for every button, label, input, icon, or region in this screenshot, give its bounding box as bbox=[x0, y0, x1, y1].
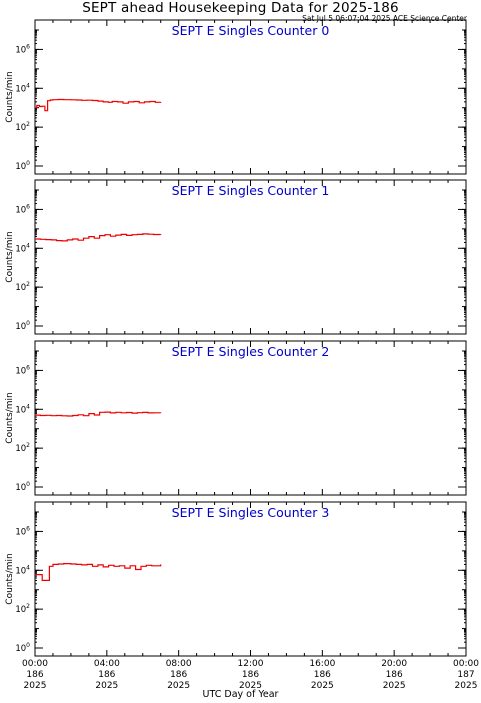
x-tick-time: 16:00 bbox=[309, 659, 335, 669]
x-tick-year: 2025 bbox=[95, 681, 118, 691]
y-tick-label: 104 bbox=[15, 403, 30, 415]
y-axis-label: Counts/min bbox=[5, 71, 15, 122]
x-tick-year: 2025 bbox=[311, 681, 334, 691]
y-tick-label: 102 bbox=[15, 281, 30, 293]
panel-title: SEPT E Singles Counter 1 bbox=[172, 183, 330, 198]
x-tick-doy: 186 bbox=[314, 670, 331, 680]
x-tick-doy: 186 bbox=[242, 670, 259, 680]
x-tick-time: 20:00 bbox=[381, 659, 407, 669]
y-tick-label: 106 bbox=[15, 43, 30, 55]
chart-title: SEPT ahead Housekeeping Data for 2025-18… bbox=[82, 0, 399, 16]
x-axis-label: UTC Day of Year bbox=[202, 689, 279, 700]
y-tick-label: 106 bbox=[15, 203, 30, 215]
x-tick-year: 2025 bbox=[239, 681, 262, 691]
panel-3: SEPT E Singles Counter 3 Counts/min 100 102… bbox=[5, 501, 467, 657]
y-tick-label: 102 bbox=[15, 442, 30, 454]
y-tick-label: 100 bbox=[15, 642, 30, 654]
x-tick-doy: 186 bbox=[170, 670, 187, 680]
panel-title: SEPT E Singles Counter 0 bbox=[172, 23, 330, 38]
x-tick-time: 04:00 bbox=[94, 659, 120, 669]
x-tick-doy: 186 bbox=[26, 670, 43, 680]
series-line bbox=[35, 98, 162, 112]
panel-frame bbox=[34, 19, 467, 175]
panel-frame bbox=[34, 340, 467, 496]
panel-2: SEPT E Singles Counter 2 Counts/min 100 102… bbox=[5, 340, 467, 496]
timestamp-subtitle: Sat Jul 5 06:07:04 2025 ACE Science Cent… bbox=[302, 14, 467, 23]
panel-frame bbox=[34, 501, 467, 657]
panel-1: SEPT E Singles Counter 1 Counts/min 100 102… bbox=[5, 179, 467, 335]
y-tick-label: 104 bbox=[15, 82, 30, 94]
x-tick-time: 12:00 bbox=[238, 659, 264, 669]
x-tick-doy: 187 bbox=[457, 670, 474, 680]
y-tick-label: 104 bbox=[15, 564, 30, 576]
series-line bbox=[35, 563, 162, 581]
y-tick-label: 104 bbox=[15, 242, 30, 254]
panel-0: SEPT E Singles Counter 0 Counts/min 100 102… bbox=[5, 19, 467, 175]
y-axis-label: Counts/min bbox=[5, 553, 15, 604]
x-tick-year: 2025 bbox=[24, 681, 47, 691]
series-line bbox=[35, 233, 162, 242]
x-tick-year: 2025 bbox=[167, 681, 190, 691]
panel-frame bbox=[34, 179, 467, 335]
y-axis-label: Counts/min bbox=[5, 231, 15, 282]
y-tick-label: 100 bbox=[15, 481, 30, 493]
x-tick-year: 2025 bbox=[383, 681, 406, 691]
y-tick-label: 100 bbox=[15, 320, 30, 332]
y-tick-label: 102 bbox=[15, 121, 30, 133]
y-tick-label: 106 bbox=[15, 364, 30, 376]
y-tick-label: 106 bbox=[15, 525, 30, 537]
x-tick-time: 00:00 bbox=[22, 659, 48, 669]
panel-title: SEPT E Singles Counter 2 bbox=[172, 344, 330, 359]
y-tick-label: 100 bbox=[15, 160, 30, 172]
x-tick-labels: 00:00186202504:00186202508:00186202512:0… bbox=[22, 659, 479, 691]
x-tick-time: 00:00 bbox=[453, 659, 479, 669]
x-tick-doy: 186 bbox=[98, 670, 115, 680]
x-tick-year: 2025 bbox=[455, 681, 478, 691]
panel-title: SEPT E Singles Counter 3 bbox=[172, 505, 330, 520]
y-tick-label: 102 bbox=[15, 603, 30, 615]
x-tick-doy: 186 bbox=[386, 670, 403, 680]
y-axis-label: Counts/min bbox=[5, 392, 15, 443]
x-tick-time: 08:00 bbox=[166, 659, 192, 669]
series-line bbox=[35, 411, 162, 417]
